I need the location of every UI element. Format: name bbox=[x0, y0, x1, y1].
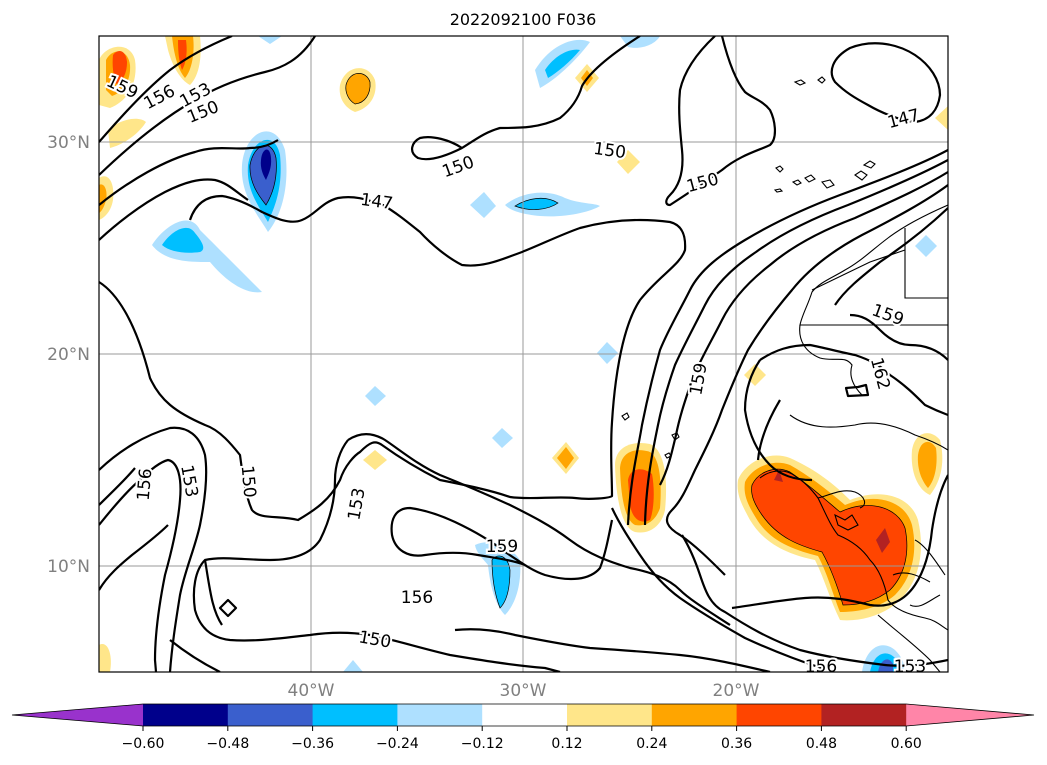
height-contours bbox=[99, 36, 948, 672]
longitude-labels: 40°W 30°W 20°W bbox=[288, 681, 760, 701]
positive-anomaly-cell bbox=[737, 455, 921, 621]
colorbar-segment bbox=[736, 704, 822, 726]
colorbar-ticks: −0.60 −0.48 −0.36 −0.24 −0.12 0.12 0.24 0.36 0.4… bbox=[122, 726, 922, 752]
coastlines bbox=[621, 76, 948, 672]
negative-anomaly-cell bbox=[535, 36, 660, 88]
colorbar-segment bbox=[651, 704, 738, 726]
contour-label: 153 bbox=[344, 486, 369, 521]
colorbar-segment bbox=[312, 704, 398, 726]
colorbar-tick-label: −0.12 bbox=[461, 736, 504, 752]
lon-label: 30°W bbox=[500, 681, 547, 701]
contour-label: 159 bbox=[486, 537, 518, 557]
lat-label: 10°N bbox=[47, 557, 90, 577]
latitude-labels: 30°N 20°N 10°N bbox=[47, 133, 90, 577]
graticule bbox=[99, 36, 948, 672]
contour-label: 150 bbox=[237, 465, 260, 499]
colorbar-extend-low bbox=[12, 704, 143, 726]
colorbar-segment bbox=[482, 704, 568, 726]
negative-anomaly-cell bbox=[258, 36, 937, 672]
colorbar-tick-label: 0.24 bbox=[636, 736, 667, 752]
contour-label: 153 bbox=[894, 657, 926, 677]
colorbar-tick-label: −0.24 bbox=[376, 736, 419, 752]
shaded-anomaly-fields bbox=[99, 36, 948, 672]
lat-label: 30°N bbox=[47, 133, 90, 153]
colorbar-segment bbox=[397, 704, 483, 726]
lat-label: 20°N bbox=[47, 345, 90, 365]
colorbar-segment bbox=[227, 704, 314, 726]
lon-label: 20°W bbox=[713, 681, 760, 701]
colorbar-tick-label: 0.12 bbox=[551, 736, 582, 752]
colorbar-tick-label: 0.60 bbox=[891, 736, 922, 752]
map-panel: 159 156 153 150 150 150 147 150 147 159 … bbox=[98, 35, 949, 679]
lon-label: 40°W bbox=[288, 681, 335, 701]
map-frame bbox=[98, 35, 949, 673]
contour-label: 156 bbox=[134, 468, 157, 502]
colorbar-segment bbox=[143, 704, 229, 726]
colorbar-tick-label: −0.36 bbox=[291, 736, 334, 752]
positive-anomaly-cell bbox=[99, 46, 136, 108]
positive-anomaly-cell bbox=[911, 433, 943, 495]
colorbar-segment bbox=[821, 704, 907, 726]
colorbar-tick-label: 0.36 bbox=[721, 736, 752, 752]
colorbar-segments bbox=[11, 703, 1035, 727]
colorbar: −0.60 −0.48 −0.36 −0.24 −0.12 0.12 0.24 0.36 0.4… bbox=[11, 703, 1035, 752]
contour-label: 156 bbox=[805, 657, 837, 677]
colorbar-tick-label: −0.48 bbox=[206, 736, 249, 752]
colorbar-tick-label: 0.48 bbox=[806, 736, 837, 752]
colorbar-tick-label: −0.60 bbox=[122, 736, 165, 752]
colorbar-extend-high bbox=[906, 704, 1034, 726]
contour-label: 156 bbox=[401, 588, 433, 608]
colorbar-segment bbox=[567, 704, 653, 726]
figure-title: 2022092100 F036 bbox=[450, 10, 597, 29]
negative-anomaly-cell bbox=[152, 220, 262, 293]
